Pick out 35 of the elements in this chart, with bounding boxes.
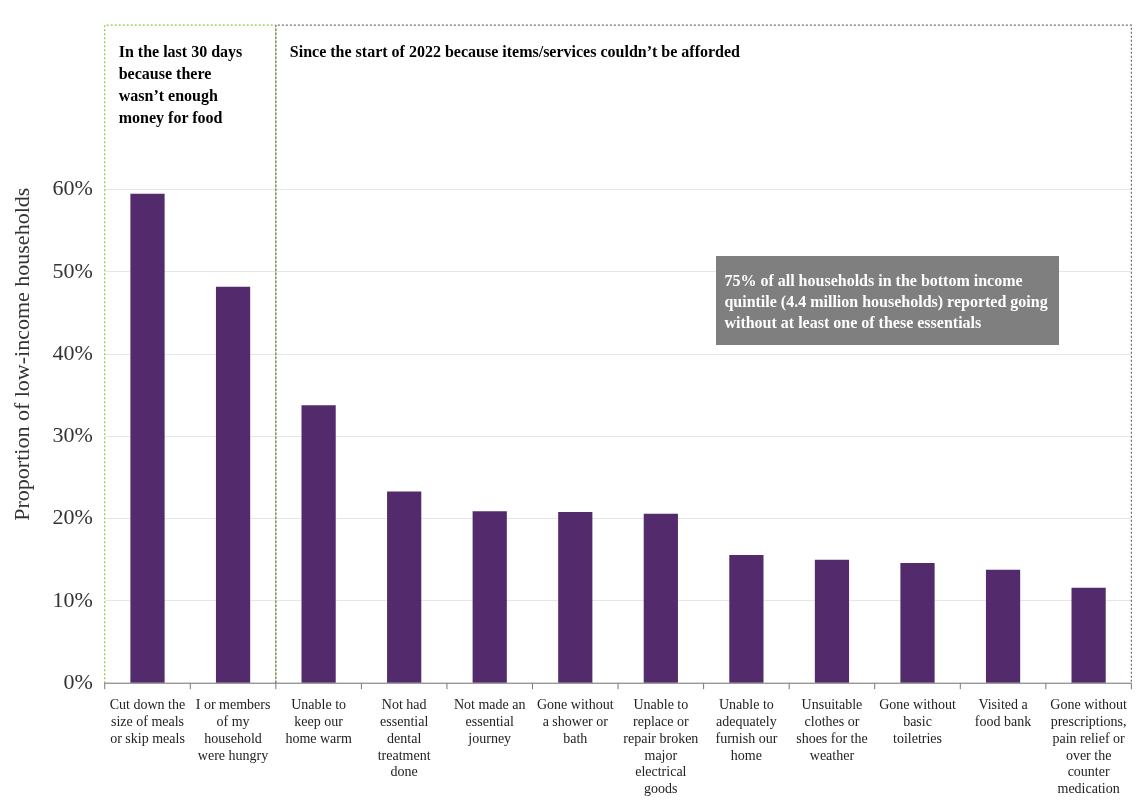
bar xyxy=(558,512,593,683)
x-tick-label: Gone without prescriptions, pain relief or over the counter medication xyxy=(1050,697,1128,797)
y-tick-label: 60% xyxy=(52,175,93,201)
y-tick-label: 30% xyxy=(52,422,93,448)
y-tick-label: 40% xyxy=(52,339,93,365)
bar xyxy=(900,563,935,683)
x-tick-label: Cut down the size of meals or skip meals xyxy=(109,697,186,746)
bar xyxy=(1071,587,1106,683)
bar xyxy=(387,491,422,683)
bar xyxy=(643,513,678,683)
y-tick-label: 0% xyxy=(63,668,93,694)
y-tick-label: 20% xyxy=(52,504,93,530)
bar xyxy=(729,554,764,683)
annotation: Since the start of 2022 because items/services couldn’t be afforded xyxy=(289,43,741,61)
y-tick-label: 50% xyxy=(52,257,93,283)
annotation: 75% of all households in the bottom income quintile (4.4 million households) reported going without at least one of these essentials xyxy=(716,255,1060,345)
x-tick-label: Not had essential dental treatment done xyxy=(377,697,431,780)
x-tick-label: Unable to adequately furnish our home xyxy=(715,697,778,763)
x-tick-label: Gone without a shower or bath xyxy=(536,697,614,746)
x-tick-label: Gone without basic toiletries xyxy=(879,697,956,746)
annotation: In the last 30 days because there wasn’t enough money for food xyxy=(118,43,243,128)
bar xyxy=(130,193,165,683)
bar xyxy=(985,569,1021,683)
bar xyxy=(301,405,336,683)
x-tick-label: Unsuitable clothes or shoes for the weather xyxy=(796,697,868,763)
x-tick-label: Not made an essential journey xyxy=(453,697,526,746)
x-tick-label: I or members of my household were hungry xyxy=(195,697,271,763)
y-tick-label: 10% xyxy=(52,586,93,612)
bar xyxy=(814,559,850,683)
bar xyxy=(472,511,507,683)
x-tick-label: Unable to replace or repair broken major electrical goods xyxy=(623,697,699,797)
x-tick-label: Visited a food bank xyxy=(974,697,1032,730)
y-axis-title: Proportion of low-income households xyxy=(8,187,34,521)
bar xyxy=(215,286,251,683)
x-tick-label: Unable to keep our home warm xyxy=(285,697,352,746)
